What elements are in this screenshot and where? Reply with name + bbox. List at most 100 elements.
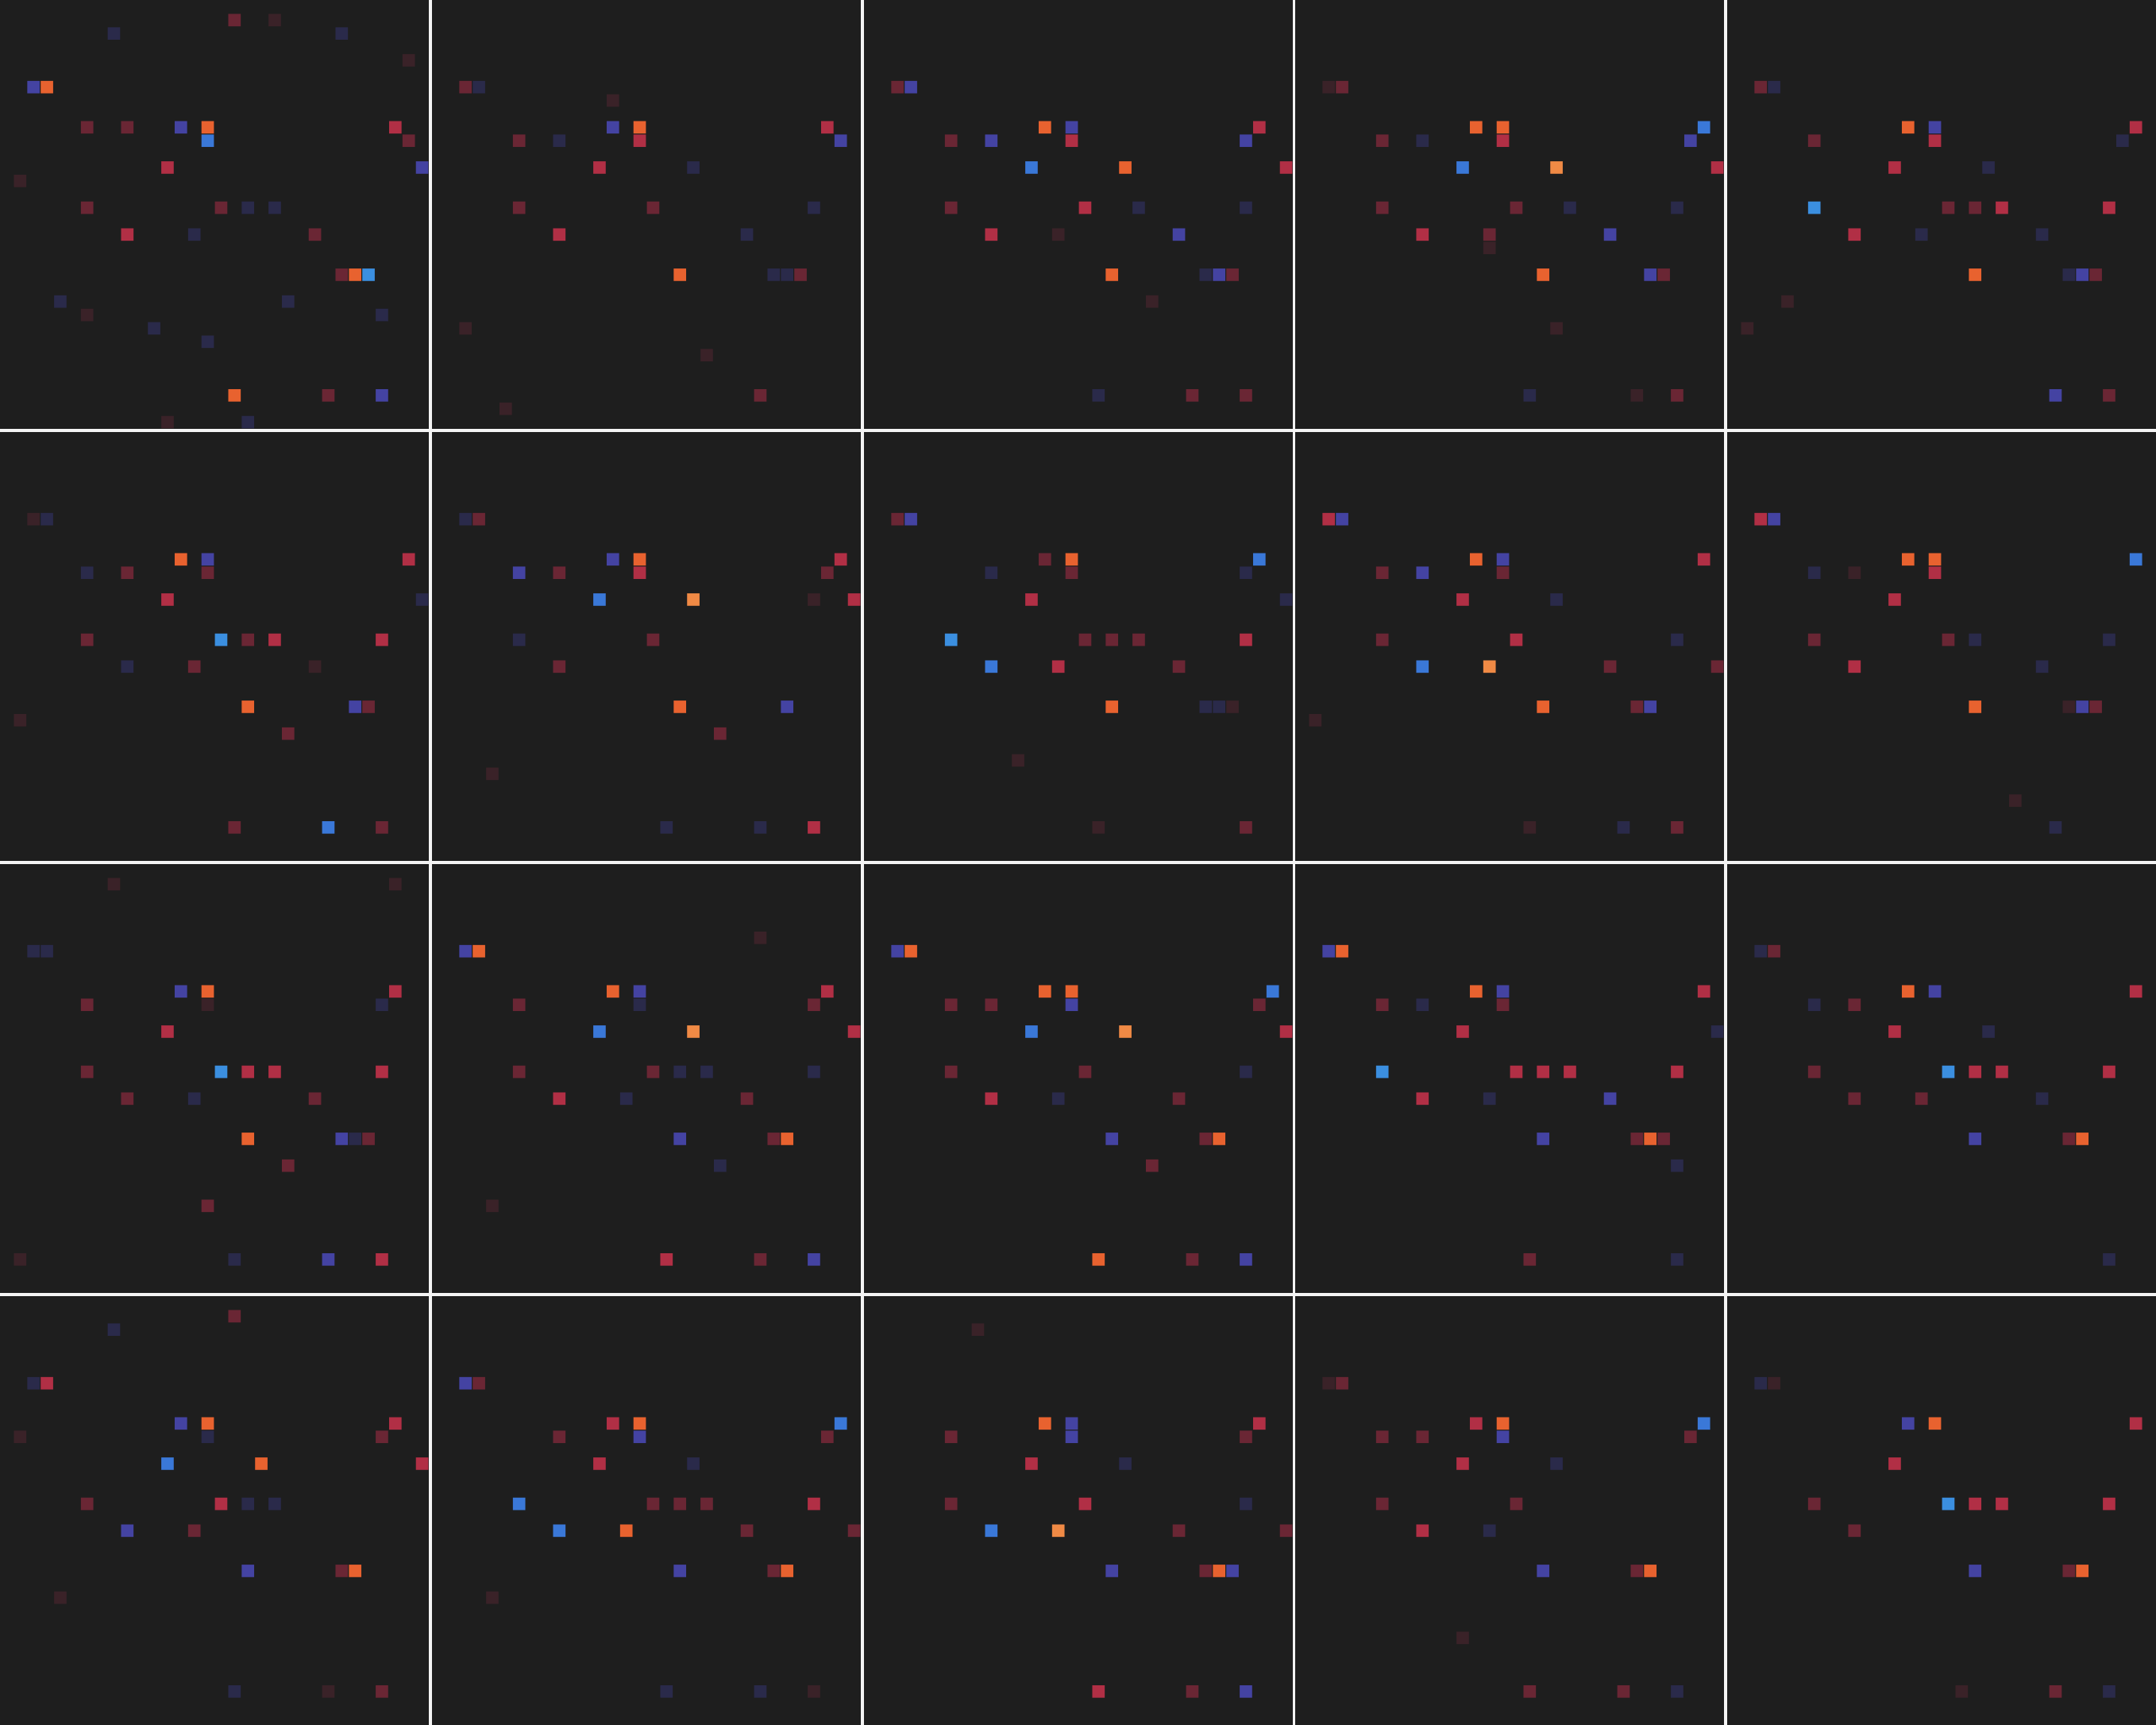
heatmap-panel-8: [863, 432, 1293, 861]
heatmap-cell: [472, 1376, 485, 1390]
heatmap-cell: [553, 134, 565, 148]
heatmap-cell: [80, 201, 94, 214]
heatmap-cell: [2062, 1133, 2076, 1145]
heatmap-cell: [1105, 1565, 1118, 1577]
heatmap-cell: [1198, 1133, 1212, 1145]
heatmap-cell: [2076, 268, 2089, 281]
heatmap-cell: [1644, 1133, 1657, 1145]
heatmap-cell: [633, 998, 646, 1012]
heatmap-cell: [2103, 633, 2116, 646]
heatmap-cell: [1322, 80, 1336, 94]
heatmap-cell: [1456, 1025, 1470, 1038]
heatmap-cell: [2116, 134, 2129, 148]
heatmap-cell: [1376, 566, 1389, 580]
heatmap-cell: [13, 1252, 27, 1266]
heatmap-cell: [1617, 820, 1630, 834]
heatmap-cell: [1456, 161, 1470, 174]
heatmap-cell: [1807, 566, 1821, 580]
heatmap-cell: [27, 80, 40, 94]
heatmap-cell: [1996, 1065, 2008, 1079]
heatmap-cell: [485, 767, 499, 781]
heatmap-cell: [335, 1133, 349, 1145]
heatmap-cell: [1252, 553, 1266, 566]
heatmap-cell: [633, 121, 646, 134]
heatmap-cell: [388, 1417, 402, 1430]
heatmap-panel-icon: [1741, 80, 2143, 402]
heatmap-cell: [847, 593, 861, 606]
heatmap-cell: [1848, 228, 1861, 241]
heatmap-cell: [1671, 1065, 1684, 1079]
heatmap-cell: [944, 633, 958, 646]
heatmap-panel-11: [0, 864, 429, 1293]
heatmap-cell: [376, 1430, 388, 1444]
heatmap-panel-18: [863, 1296, 1293, 1725]
heatmap-cell: [890, 944, 904, 958]
heatmap-cell: [201, 566, 214, 580]
heatmap-cell: [713, 1159, 727, 1172]
heatmap-cell: [1969, 700, 1982, 713]
heatmap-cell: [1969, 201, 1982, 214]
heatmap-cell: [1470, 1417, 1483, 1430]
heatmap-panel-10: [1727, 432, 2156, 861]
heatmap-cell: [1901, 1417, 1915, 1430]
heatmap-cell: [1065, 1417, 1078, 1430]
heatmap-cell: [633, 553, 646, 566]
heatmap-panel-icon: [1754, 512, 2143, 834]
heatmap-cell: [1537, 1565, 1550, 1577]
heatmap-cell: [308, 1092, 322, 1106]
heatmap-cell: [944, 998, 958, 1012]
heatmap-cell: [1848, 1092, 1861, 1106]
heatmap-cell: [1537, 268, 1550, 281]
heatmap-panel-2: [431, 0, 861, 429]
heatmap-cell: [1969, 1497, 1982, 1511]
heatmap-cell: [1186, 388, 1198, 402]
heatmap-panel-icon: [1322, 944, 1724, 1266]
heatmap-cell: [1376, 633, 1389, 646]
heatmap-panel-14: [1295, 864, 1725, 1293]
heatmap-cell: [1239, 388, 1252, 402]
heatmap-cell: [472, 80, 485, 94]
heatmap-cell: [1768, 80, 1780, 94]
heatmap-cell: [121, 566, 134, 580]
heatmap-cell: [1239, 633, 1252, 646]
heatmap-cell: [1172, 1524, 1185, 1538]
heatmap-cell: [834, 553, 847, 566]
heatmap-cell: [2129, 1417, 2143, 1430]
heatmap-cell: [335, 27, 349, 41]
heatmap-cell: [1550, 593, 1564, 606]
heatmap-cell: [1928, 985, 1942, 998]
heatmap-cell: [1279, 593, 1292, 606]
heatmap-cell: [1336, 80, 1349, 94]
heatmap-cell: [807, 998, 820, 1012]
heatmap-cell: [1671, 1684, 1684, 1698]
heatmap-cell: [2103, 388, 2116, 402]
heatmap-panel-icon: [13, 14, 429, 429]
heatmap-cell: [241, 1065, 255, 1079]
heatmap-cell: [161, 1025, 174, 1038]
heatmap-cell: [121, 121, 134, 134]
heatmap-cell: [1955, 1684, 1969, 1698]
heatmap-cell: [1617, 1684, 1630, 1698]
heatmap-panel-icon: [890, 512, 1292, 834]
heatmap-cell: [686, 1025, 700, 1038]
heatmap-cell: [1768, 944, 1780, 958]
heatmap-cell: [472, 944, 485, 958]
heatmap-cell: [1848, 566, 1861, 580]
heatmap-cell: [1603, 228, 1617, 241]
heatmap-cell: [944, 1065, 958, 1079]
heatmap-cell: [834, 1417, 847, 1430]
heatmap-cell: [1928, 134, 1942, 148]
heatmap-cell: [754, 1252, 767, 1266]
heatmap-cell: [1711, 660, 1724, 673]
heatmap-cell: [1657, 268, 1671, 281]
heatmap-cell: [499, 402, 512, 415]
heatmap-cell: [820, 985, 834, 998]
heatmap-cell: [1969, 1565, 1982, 1577]
heatmap-cell: [1510, 201, 1523, 214]
heatmap-cell: [1510, 1497, 1523, 1511]
heatmap-cell: [1105, 268, 1118, 281]
heatmap-cell: [1510, 633, 1523, 646]
heatmap-cell: [214, 633, 228, 646]
heatmap-cell: [1982, 161, 1995, 174]
heatmap-cell: [1942, 1065, 1955, 1079]
